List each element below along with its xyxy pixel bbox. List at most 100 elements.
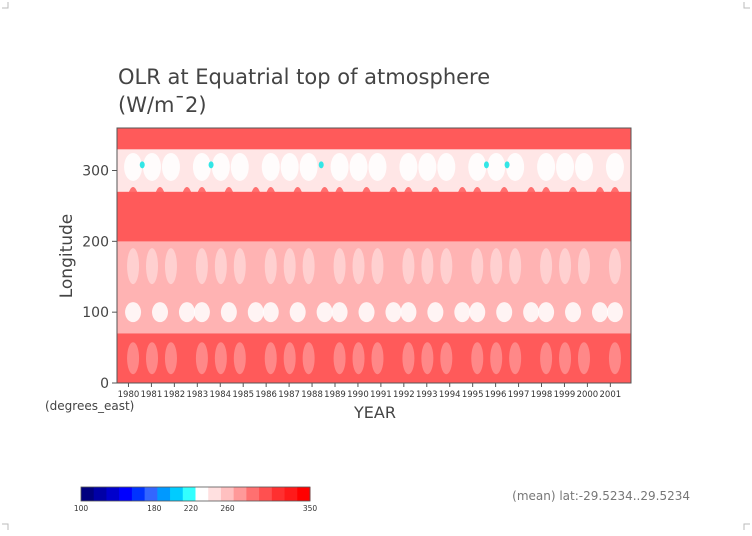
y-axis: 0 100 200 300 — [82, 164, 117, 392]
olr-contour-blob — [577, 248, 590, 285]
olr-contour-blob — [299, 152, 318, 181]
x-tick-label: 2001 — [600, 390, 622, 400]
colorbar: 100 180 220 260 350 — [74, 486, 317, 513]
x-axis: 1980 1981 1982 1983 1984 1985 1986 1987 1988 1989… — [118, 383, 622, 400]
olr-contour-blob — [333, 342, 346, 375]
olr-contour-blob — [331, 302, 348, 323]
chart-title: OLR at Equatrial top of atmosphere — [118, 65, 490, 89]
olr-contour-blob — [127, 342, 140, 375]
x-tick-label: 1980 — [118, 390, 140, 400]
olr-contour-blob — [214, 342, 227, 375]
olr-contour-blob — [262, 302, 279, 323]
olr-minimum-spot — [318, 161, 324, 169]
chart-subtitle: (W/m¯2) — [118, 93, 207, 117]
olr-contour-blob — [468, 152, 487, 181]
olr-contour-blob — [577, 342, 590, 375]
x-tick-label: 1990 — [347, 390, 369, 400]
x-tick-label: 1998 — [531, 390, 553, 400]
olr-contour-blob — [332, 187, 347, 239]
colorbar-swatch — [170, 487, 184, 501]
olr-contour-blob — [606, 302, 623, 323]
olr-contour-blob — [221, 187, 236, 239]
olr-contour-blob — [359, 187, 374, 239]
olr-contour-blob — [574, 152, 593, 181]
olr-contour-blob — [261, 152, 280, 181]
crop-marks — [2, 2, 750, 530]
x-axis-label: YEAR — [353, 403, 396, 422]
olr-minimum-spot — [208, 161, 214, 169]
colorbar-swatch — [284, 487, 298, 501]
colorbar-swatch — [131, 487, 146, 501]
y-tick-label: 100 — [82, 305, 109, 321]
olr-contour-blob — [537, 152, 556, 181]
olr-contour-blob — [179, 187, 194, 239]
olr-contour-blob — [247, 302, 264, 323]
olr-contour-blob — [263, 187, 278, 239]
x-tick-label: 1989 — [324, 390, 346, 400]
olr-contour-blob — [540, 342, 553, 375]
olr-contour-blob — [283, 248, 296, 285]
colorbar-label: 180 — [147, 504, 162, 513]
olr-contour-blob — [283, 342, 296, 375]
colorbar-swatch — [195, 487, 209, 501]
olr-contour-blob — [143, 152, 162, 181]
x-tick-label: 1997 — [508, 390, 530, 400]
colorbar-swatch — [119, 487, 133, 501]
colorbar-label: 100 — [74, 504, 89, 513]
olr-contour-blob — [540, 248, 553, 285]
heatmap-plot-area — [117, 128, 631, 383]
olr-contour-blob — [264, 342, 277, 375]
olr-contour-blob — [349, 152, 368, 181]
olr-contour-blob — [471, 342, 484, 375]
x-tick-label: 1988 — [301, 390, 323, 400]
olr-contour-blob — [418, 152, 437, 181]
olr-contour-blob — [195, 248, 208, 285]
olr-contour-blob — [440, 248, 453, 285]
y-tick-label: 0 — [100, 376, 109, 392]
colorbar-swatch — [81, 487, 95, 501]
colorbar-label: 220 — [184, 504, 199, 513]
olr-contour-blob — [153, 187, 168, 239]
olr-band-3 — [117, 191, 631, 242]
olr-contour-blob — [566, 187, 581, 239]
x-tick-label: 1993 — [416, 390, 438, 400]
colorbar-frame — [80, 486, 311, 502]
olr-contour-blob — [248, 187, 263, 239]
olr-contour-blob — [440, 342, 453, 375]
olr-contour-blob — [455, 187, 470, 239]
olr-contour-blob — [469, 302, 486, 323]
x-tick-label: 1999 — [554, 390, 576, 400]
olr-contour-blob — [164, 342, 177, 375]
olr-contour-blob — [608, 248, 621, 285]
olr-contour-blob — [233, 342, 246, 375]
x-tick-label: 1985 — [232, 390, 254, 400]
olr-minimum-spot — [139, 161, 145, 169]
olr-contour-blob — [290, 187, 305, 239]
olr-contour-blob — [358, 302, 375, 323]
olr-contour-blob — [591, 302, 608, 323]
olr-contour-blob — [352, 248, 365, 285]
olr-contour-blob — [421, 248, 434, 285]
olr-contour-blob — [317, 187, 332, 239]
olr-contour-blob — [539, 187, 554, 239]
colorbar-label: 260 — [220, 504, 235, 513]
olr-contour-blob — [487, 152, 506, 181]
olr-contours — [124, 152, 624, 375]
olr-contour-blob — [437, 152, 456, 181]
x-tick-label: 1987 — [278, 390, 300, 400]
olr-contour-blob — [402, 248, 415, 285]
colorbar-swatch — [246, 487, 260, 501]
x-tick-label: 1995 — [462, 390, 484, 400]
olr-contour-blob — [280, 152, 299, 181]
olr-contour-blob — [233, 248, 246, 285]
olr-contour-blob — [559, 248, 572, 285]
olr-contour-blob — [556, 152, 575, 181]
colorbar-swatch — [182, 487, 196, 501]
y-tick-label: 300 — [82, 164, 109, 180]
colorbar-swatch — [220, 487, 235, 501]
colorbar-swatch — [157, 487, 171, 501]
olr-contour-blob — [524, 187, 539, 239]
x-tick-label: 1991 — [370, 390, 392, 400]
x-tick-label: 1996 — [485, 390, 507, 400]
colorbar-swatch — [106, 487, 120, 501]
